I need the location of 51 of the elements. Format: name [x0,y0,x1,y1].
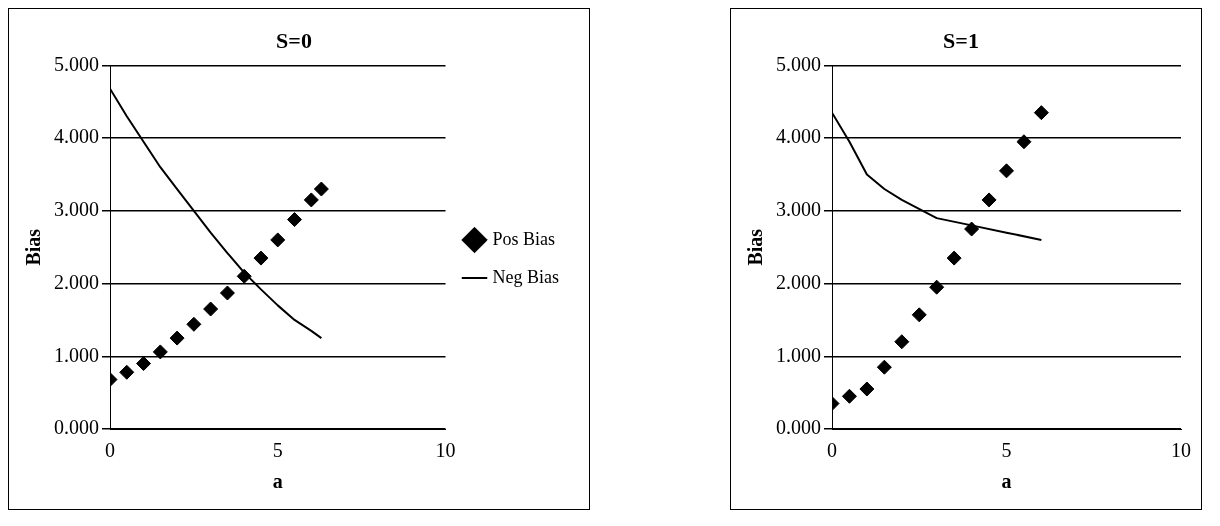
point [911,307,927,323]
point [303,192,319,208]
point [203,301,219,317]
y-axis-title: Bias [744,228,767,266]
y-tick-label: 0.000 [776,416,821,439]
legend-label: Neg Bias [492,266,560,287]
point [894,334,910,350]
y-tick-label: 3.000 [776,198,821,221]
point [929,279,945,295]
y-tick-label: 4.000 [54,125,99,148]
point [946,250,962,266]
point [186,316,202,332]
x-tick-label: 5 [1001,439,1012,462]
point [236,268,252,284]
y-tick-label: 1.000 [776,343,821,366]
x-tick-label: 0 [827,439,837,462]
x-tick-label: 10 [435,439,456,462]
y-tick-label: 4.000 [776,125,821,148]
y-tick-label: 2.000 [776,270,821,293]
point [219,285,235,301]
point [876,359,892,375]
point [136,356,152,372]
point [841,388,857,404]
x-tick-label: 0 [105,439,115,462]
y-axis-title: Bias [22,228,45,266]
point [287,212,303,228]
x-axis-title: a [1001,470,1012,493]
y-tick-label: 5.000 [776,52,821,75]
chart-title: S=0 [276,27,312,53]
x-tick-label: 10 [1171,439,1191,462]
point [253,250,269,266]
point [169,330,185,346]
y-tick-label: 0.000 [54,416,99,439]
point [313,181,329,197]
y-tick-label: 1.000 [54,343,99,366]
point [981,192,997,208]
legend-label: Pos Bias [492,228,556,249]
x-axis-title: a [272,470,283,493]
y-tick-label: 5.000 [54,52,99,75]
point [964,221,980,237]
point [1016,134,1032,150]
point [999,163,1014,179]
y-tick-label: 3.000 [54,198,99,221]
point [1033,105,1049,121]
chart-title: S=1 [943,27,979,53]
y-tick-label: 2.000 [54,270,99,293]
x-tick-label: 5 [272,439,283,462]
point [152,344,168,360]
point [119,364,135,380]
point [859,381,875,397]
point [270,232,286,248]
